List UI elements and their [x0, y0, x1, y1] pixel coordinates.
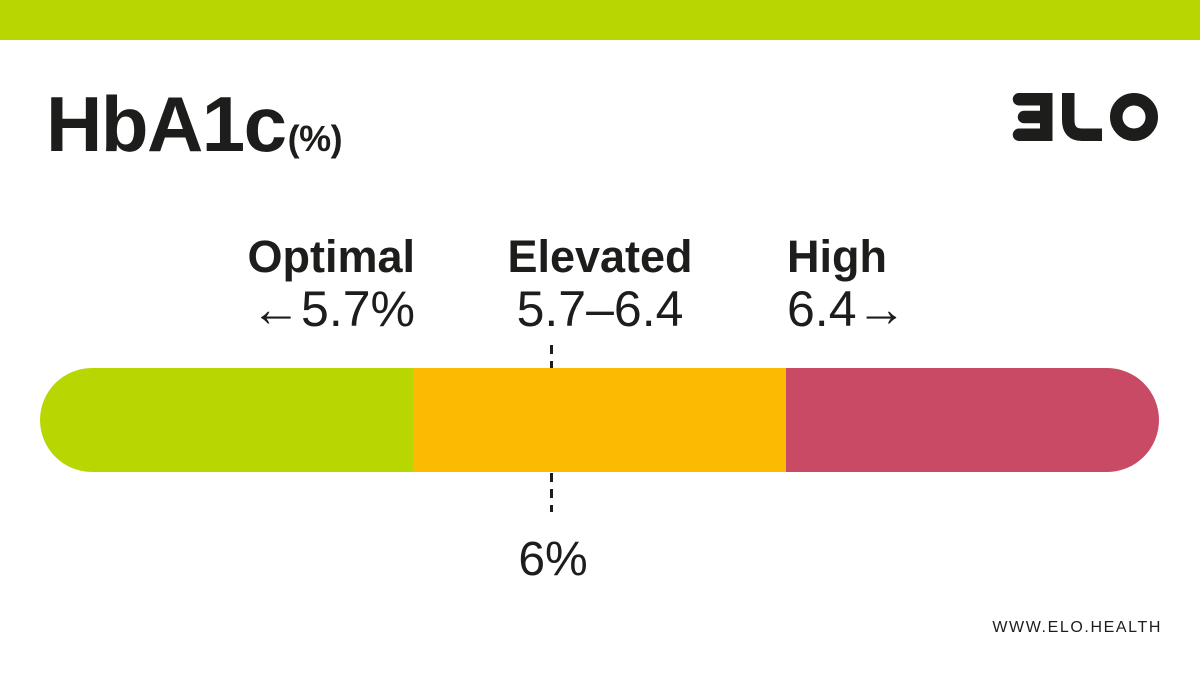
title-unit: (%)	[287, 118, 343, 159]
bar-zone-high	[786, 368, 1159, 472]
page-title: HbA1c(%)	[46, 85, 343, 163]
elo-logo	[1012, 93, 1158, 141]
zone-range-high: 6.4→	[787, 281, 907, 337]
zone-range-optimal: ←5.7%	[251, 281, 415, 337]
hba1c-range-bar	[40, 368, 1159, 472]
elo-logo-letter-o	[1110, 93, 1158, 141]
elo-logo-letter-l	[1062, 93, 1102, 141]
top-banner	[0, 0, 1200, 40]
zone-name-optimal: Optimal	[247, 231, 415, 282]
zone-label-optimal: Optimal ←5.7%	[247, 234, 415, 338]
bar-zone-optimal	[40, 368, 413, 472]
title-text: HbA1c	[46, 80, 287, 168]
zone-range-elevated: 5.7–6.4	[516, 281, 684, 337]
zone-label-high: High 6.4→	[787, 234, 907, 338]
bar-zone-elevated	[413, 368, 786, 472]
footer-url: WWW.ELO.HEALTH	[992, 619, 1162, 636]
zone-label-elevated: Elevated 5.7–6.4	[507, 234, 692, 338]
zone-name-high: High	[787, 231, 887, 282]
elo-logo-letter-e	[1012, 93, 1053, 141]
zone-name-elevated: Elevated	[507, 231, 693, 282]
marker-value-label: 6%	[518, 533, 588, 586]
